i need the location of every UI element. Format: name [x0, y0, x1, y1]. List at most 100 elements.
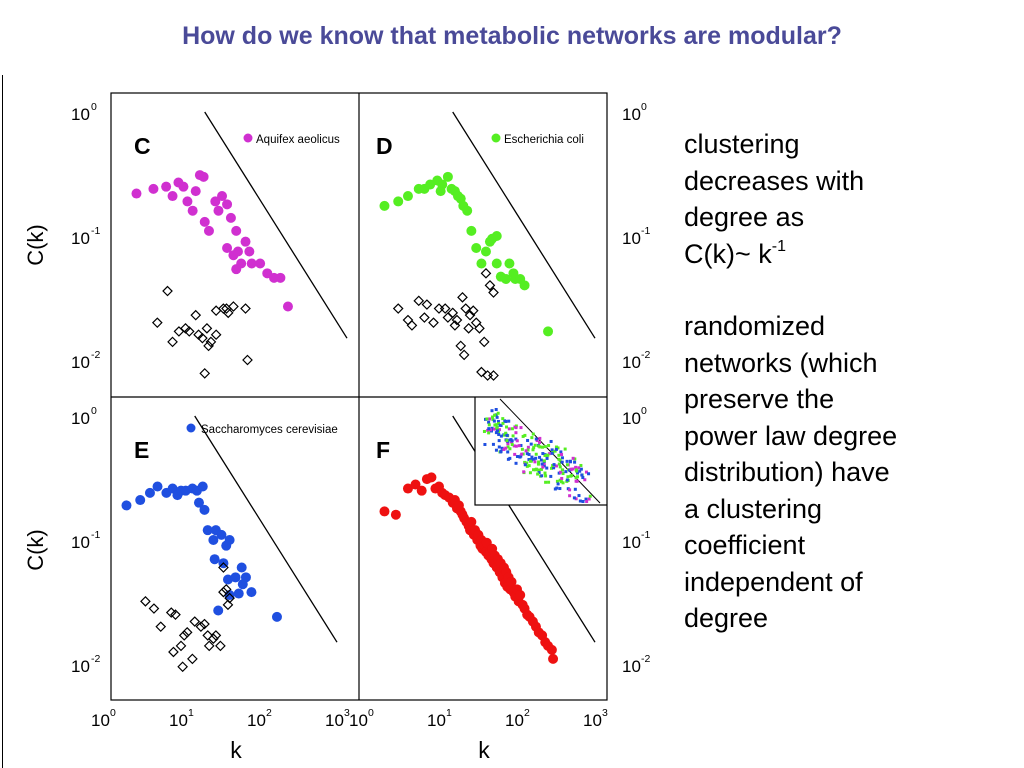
data-point-E	[208, 535, 219, 545]
inset-point	[579, 463, 583, 467]
data-point-D	[435, 186, 446, 197]
inset-point	[532, 457, 536, 461]
data-point-F	[506, 576, 517, 587]
data-point-D	[491, 231, 502, 241]
data-point-D	[543, 326, 554, 337]
random-point-D	[455, 340, 467, 352]
data-point-E	[197, 481, 208, 492]
data-point-F	[426, 472, 437, 483]
legend-marker-C	[243, 133, 253, 143]
random-point-E	[208, 633, 219, 645]
inset-point	[533, 443, 537, 447]
inset-point	[528, 471, 532, 475]
inset-point	[495, 425, 499, 429]
random-point-D	[464, 309, 476, 321]
data-point-E	[237, 579, 248, 590]
y-tick-right-bottom-base: 10	[622, 657, 641, 676]
random-point-D	[470, 317, 482, 329]
y-tick-right-bottom-exp: 0	[641, 405, 647, 417]
inset-point	[569, 460, 573, 464]
inset-point	[494, 448, 498, 452]
inset-point	[487, 420, 491, 424]
random-point-D	[467, 305, 479, 317]
x-tick-left-exp: 3	[344, 707, 350, 719]
random-point-E	[168, 646, 179, 658]
panel-C-plot	[131, 111, 348, 379]
inset-point	[573, 487, 577, 491]
inset-point	[547, 480, 551, 484]
side-text-line: degree	[684, 603, 769, 633]
inset-point	[553, 449, 557, 453]
random-point-E	[210, 630, 222, 641]
inset-point	[526, 445, 530, 449]
inset-point	[534, 452, 538, 456]
random-point-C	[205, 336, 217, 348]
y-tick-left-top-exp: -1	[91, 225, 100, 237]
x-tick-left-exp: 1	[188, 707, 194, 719]
inset-point	[580, 473, 584, 477]
random-point-E	[155, 621, 167, 633]
inset-point	[545, 454, 549, 458]
panel-letter-C: C	[134, 133, 151, 159]
random-point-C	[167, 336, 178, 348]
inset-point	[581, 476, 585, 480]
data-point-D	[379, 200, 390, 211]
x-tick-left-exp: 2	[266, 707, 272, 719]
inset-point	[576, 475, 580, 479]
inset-point	[497, 422, 501, 426]
inset-point	[492, 427, 496, 431]
inset-point	[523, 460, 527, 464]
random-point-E	[220, 583, 232, 595]
inset-reference-line	[499, 398, 601, 504]
data-point-C	[225, 212, 236, 223]
random-point-C	[240, 303, 251, 314]
y-tick-right-bottom-exp: -2	[641, 653, 650, 665]
random-point-D	[488, 287, 499, 298]
inset-point	[538, 455, 542, 459]
data-point-C	[275, 272, 286, 283]
inset-point	[488, 417, 492, 421]
inset-point	[482, 429, 486, 433]
inset-point	[497, 433, 501, 437]
inset-point	[515, 439, 519, 443]
inset-point	[506, 450, 510, 454]
inset-point	[531, 448, 535, 452]
inset-point	[550, 451, 554, 455]
inset-point	[540, 474, 544, 478]
inset-point	[563, 447, 567, 451]
data-point-C	[203, 225, 214, 236]
inset-point	[565, 478, 569, 482]
random-point-C	[183, 326, 195, 337]
random-point-E	[199, 618, 210, 630]
inset-point	[557, 453, 561, 457]
random-point-D	[406, 320, 418, 331]
inset-point	[530, 436, 534, 440]
inset-point	[578, 499, 582, 503]
side-text-block: clustering decreases with degree as C(k)…	[684, 126, 1014, 637]
inset-point	[571, 467, 575, 471]
inset-point	[534, 456, 538, 460]
inset-point	[490, 415, 494, 419]
inset-point	[497, 445, 501, 449]
inset-point	[487, 427, 491, 431]
inset-point	[523, 463, 527, 467]
inset-point	[536, 462, 540, 466]
inset-point	[505, 425, 509, 429]
x-tick-left-base: 10	[91, 711, 110, 730]
inset-point	[483, 443, 487, 447]
y-tick-right-bottom-exp: -1	[641, 529, 650, 541]
legend-marker-E	[186, 423, 196, 433]
data-point-F	[466, 516, 477, 527]
x-tick-left-exp: 0	[110, 707, 116, 719]
inset-point	[542, 464, 546, 468]
inset-point	[573, 457, 577, 461]
inset-point	[521, 434, 525, 438]
inset-point	[501, 421, 505, 425]
random-point-E	[140, 596, 151, 607]
y-tick-left-bottom-base: 10	[71, 409, 90, 428]
data-point-E	[233, 588, 244, 599]
reference-line-E	[194, 415, 338, 643]
inset-point	[545, 456, 549, 460]
data-point-E	[246, 587, 257, 598]
